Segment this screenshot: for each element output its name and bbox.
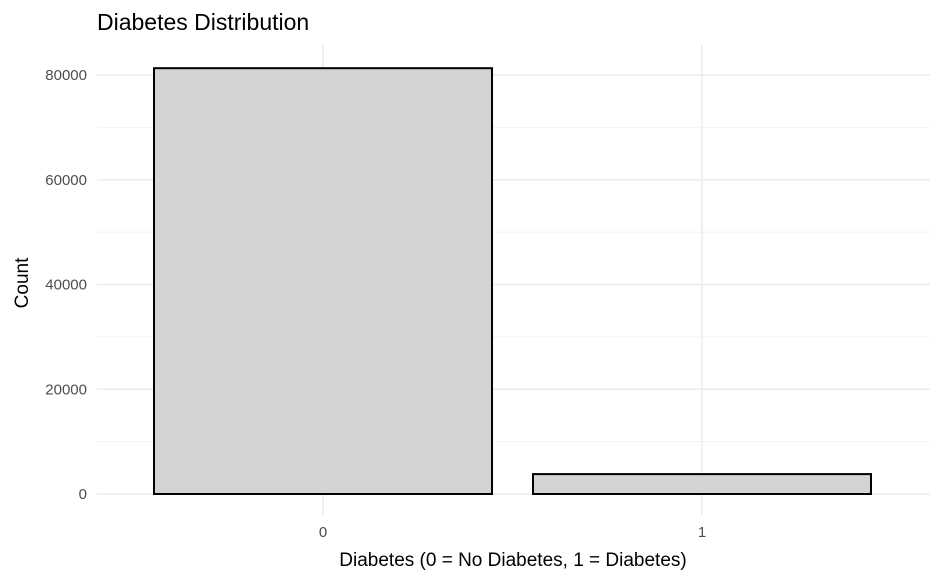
y-tick-label: 40000 xyxy=(45,277,87,294)
y-tick-label: 0 xyxy=(79,486,87,503)
y-axis-ticks: 0 20000 40000 60000 80000 xyxy=(45,67,87,503)
y-tick-label: 80000 xyxy=(45,67,87,84)
bar-1 xyxy=(532,473,872,496)
chart-title: Diabetes Distribution xyxy=(97,9,309,35)
y-tick-label: 20000 xyxy=(45,381,87,398)
y-tick-label: 60000 xyxy=(45,172,87,189)
x-tick-label: 0 xyxy=(319,524,327,541)
bar-0 xyxy=(153,67,493,495)
bars xyxy=(153,67,872,496)
y-axis-title: Count xyxy=(12,257,33,308)
x-tick-label: 1 xyxy=(698,524,706,541)
x-axis-title: Diabetes (0 = No Diabetes, 1 = Diabetes) xyxy=(339,550,686,571)
